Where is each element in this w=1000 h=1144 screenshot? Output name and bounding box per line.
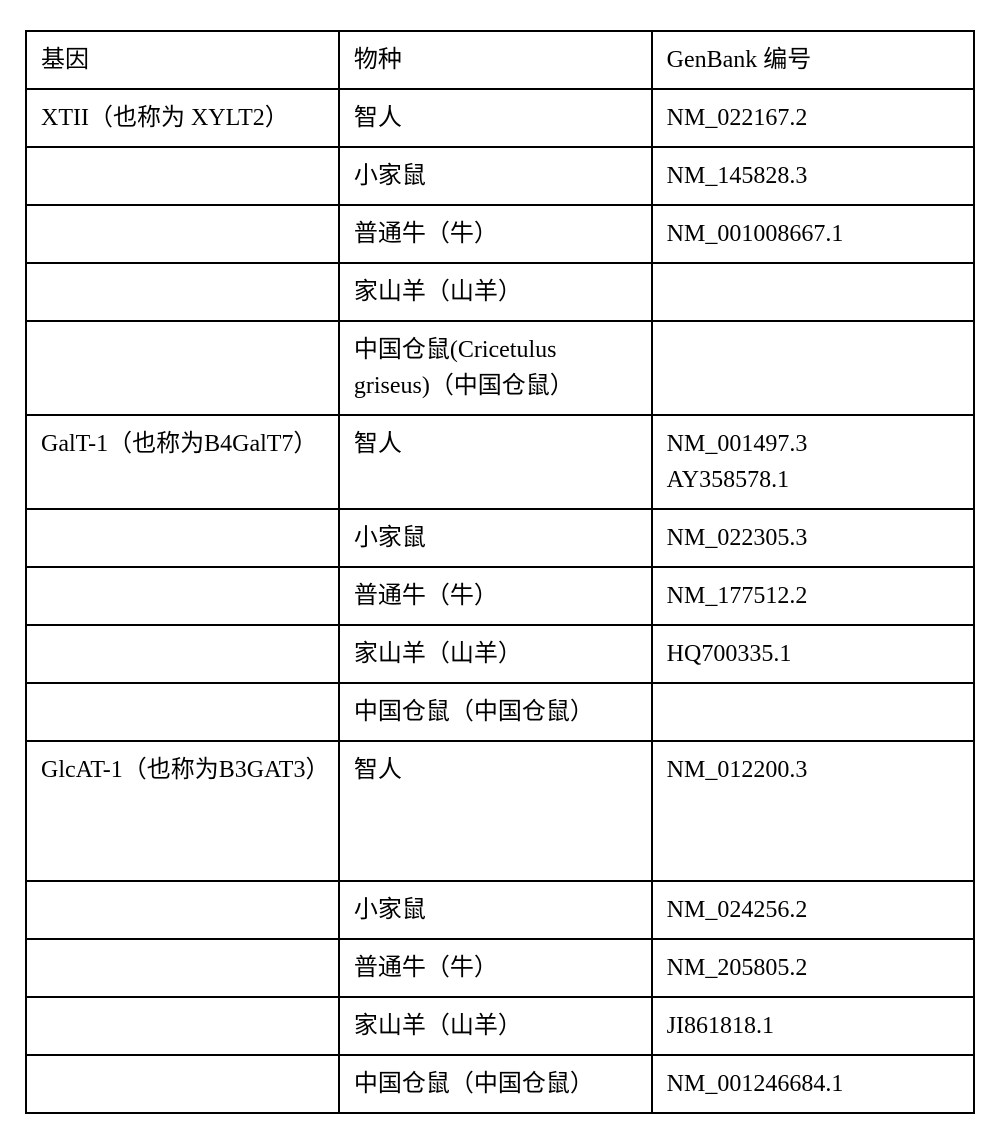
cell-gene [26,321,339,415]
table-row: XTII（也称为 XYLT2） 智人 NM_022167.2 [26,89,974,147]
cell-gene [26,205,339,263]
table-row: GalT-1（也称为B4GalT7） 智人 NM_001497.3 AY3585… [26,415,974,509]
cell-gene [26,1055,339,1113]
cell-genbank: GenBank 编号 [652,31,974,89]
cell-gene [26,683,339,741]
cell-gene [26,625,339,683]
cell-gene [26,147,339,205]
table-row: 中国仓鼠(Cricetulus griseus)（中国仓鼠） [26,321,974,415]
cell-species: 家山羊（山羊） [339,625,652,683]
cell-gene [26,263,339,321]
table-row: 普通牛（牛） NM_177512.2 [26,567,974,625]
table-row: 中国仓鼠（中国仓鼠） [26,683,974,741]
cell-species: 家山羊（山羊） [339,997,652,1055]
gene-table-body: 基因 物种 GenBank 编号 XTII（也称为 XYLT2） 智人 NM_0… [26,31,974,1113]
cell-gene [26,881,339,939]
cell-genbank: NM_001246684.1 [652,1055,974,1113]
table-row: 家山羊（山羊） HQ700335.1 [26,625,974,683]
cell-genbank: NM_022305.3 [652,509,974,567]
cell-gene: GlcAT-1（也称为B3GAT3） [26,741,339,881]
cell-genbank: NM_205805.2 [652,939,974,997]
cell-species: 中国仓鼠（中国仓鼠） [339,1055,652,1113]
cell-genbank: NM_001497.3 AY358578.1 [652,415,974,509]
cell-species: 普通牛（牛） [339,205,652,263]
cell-genbank: NM_012200.3 [652,741,974,881]
cell-species: 小家鼠 [339,147,652,205]
table-row: 基因 物种 GenBank 编号 [26,31,974,89]
table-row: 家山羊（山羊） JI861818.1 [26,997,974,1055]
cell-genbank: JI861818.1 [652,997,974,1055]
cell-gene [26,567,339,625]
cell-genbank [652,321,974,415]
cell-species: 中国仓鼠(Cricetulus griseus)（中国仓鼠） [339,321,652,415]
cell-species: 智人 [339,415,652,509]
cell-species: 中国仓鼠（中国仓鼠） [339,683,652,741]
cell-gene: XTII（也称为 XYLT2） [26,89,339,147]
cell-genbank [652,683,974,741]
cell-gene: GalT-1（也称为B4GalT7） [26,415,339,509]
cell-genbank: NM_022167.2 [652,89,974,147]
cell-species: 智人 [339,89,652,147]
table-row: 普通牛（牛） NM_001008667.1 [26,205,974,263]
cell-gene [26,509,339,567]
cell-genbank: NM_024256.2 [652,881,974,939]
cell-species: 小家鼠 [339,881,652,939]
cell-genbank: NM_177512.2 [652,567,974,625]
cell-genbank: NM_145828.3 [652,147,974,205]
table-row: 小家鼠 NM_022305.3 [26,509,974,567]
cell-gene [26,939,339,997]
cell-species: 智人 [339,741,652,881]
cell-species: 普通牛（牛） [339,567,652,625]
cell-gene [26,997,339,1055]
table-row: 家山羊（山羊） [26,263,974,321]
table-row: 小家鼠 NM_024256.2 [26,881,974,939]
table-row: GlcAT-1（也称为B3GAT3） 智人 NM_012200.3 [26,741,974,881]
cell-gene: 基因 [26,31,339,89]
cell-genbank: HQ700335.1 [652,625,974,683]
cell-genbank [652,263,974,321]
table-row: 普通牛（牛） NM_205805.2 [26,939,974,997]
cell-genbank: NM_001008667.1 [652,205,974,263]
cell-species: 小家鼠 [339,509,652,567]
gene-table: 基因 物种 GenBank 编号 XTII（也称为 XYLT2） 智人 NM_0… [25,30,975,1114]
table-row: 小家鼠 NM_145828.3 [26,147,974,205]
cell-species: 普通牛（牛） [339,939,652,997]
cell-species: 物种 [339,31,652,89]
table-row: 中国仓鼠（中国仓鼠） NM_001246684.1 [26,1055,974,1113]
cell-species: 家山羊（山羊） [339,263,652,321]
